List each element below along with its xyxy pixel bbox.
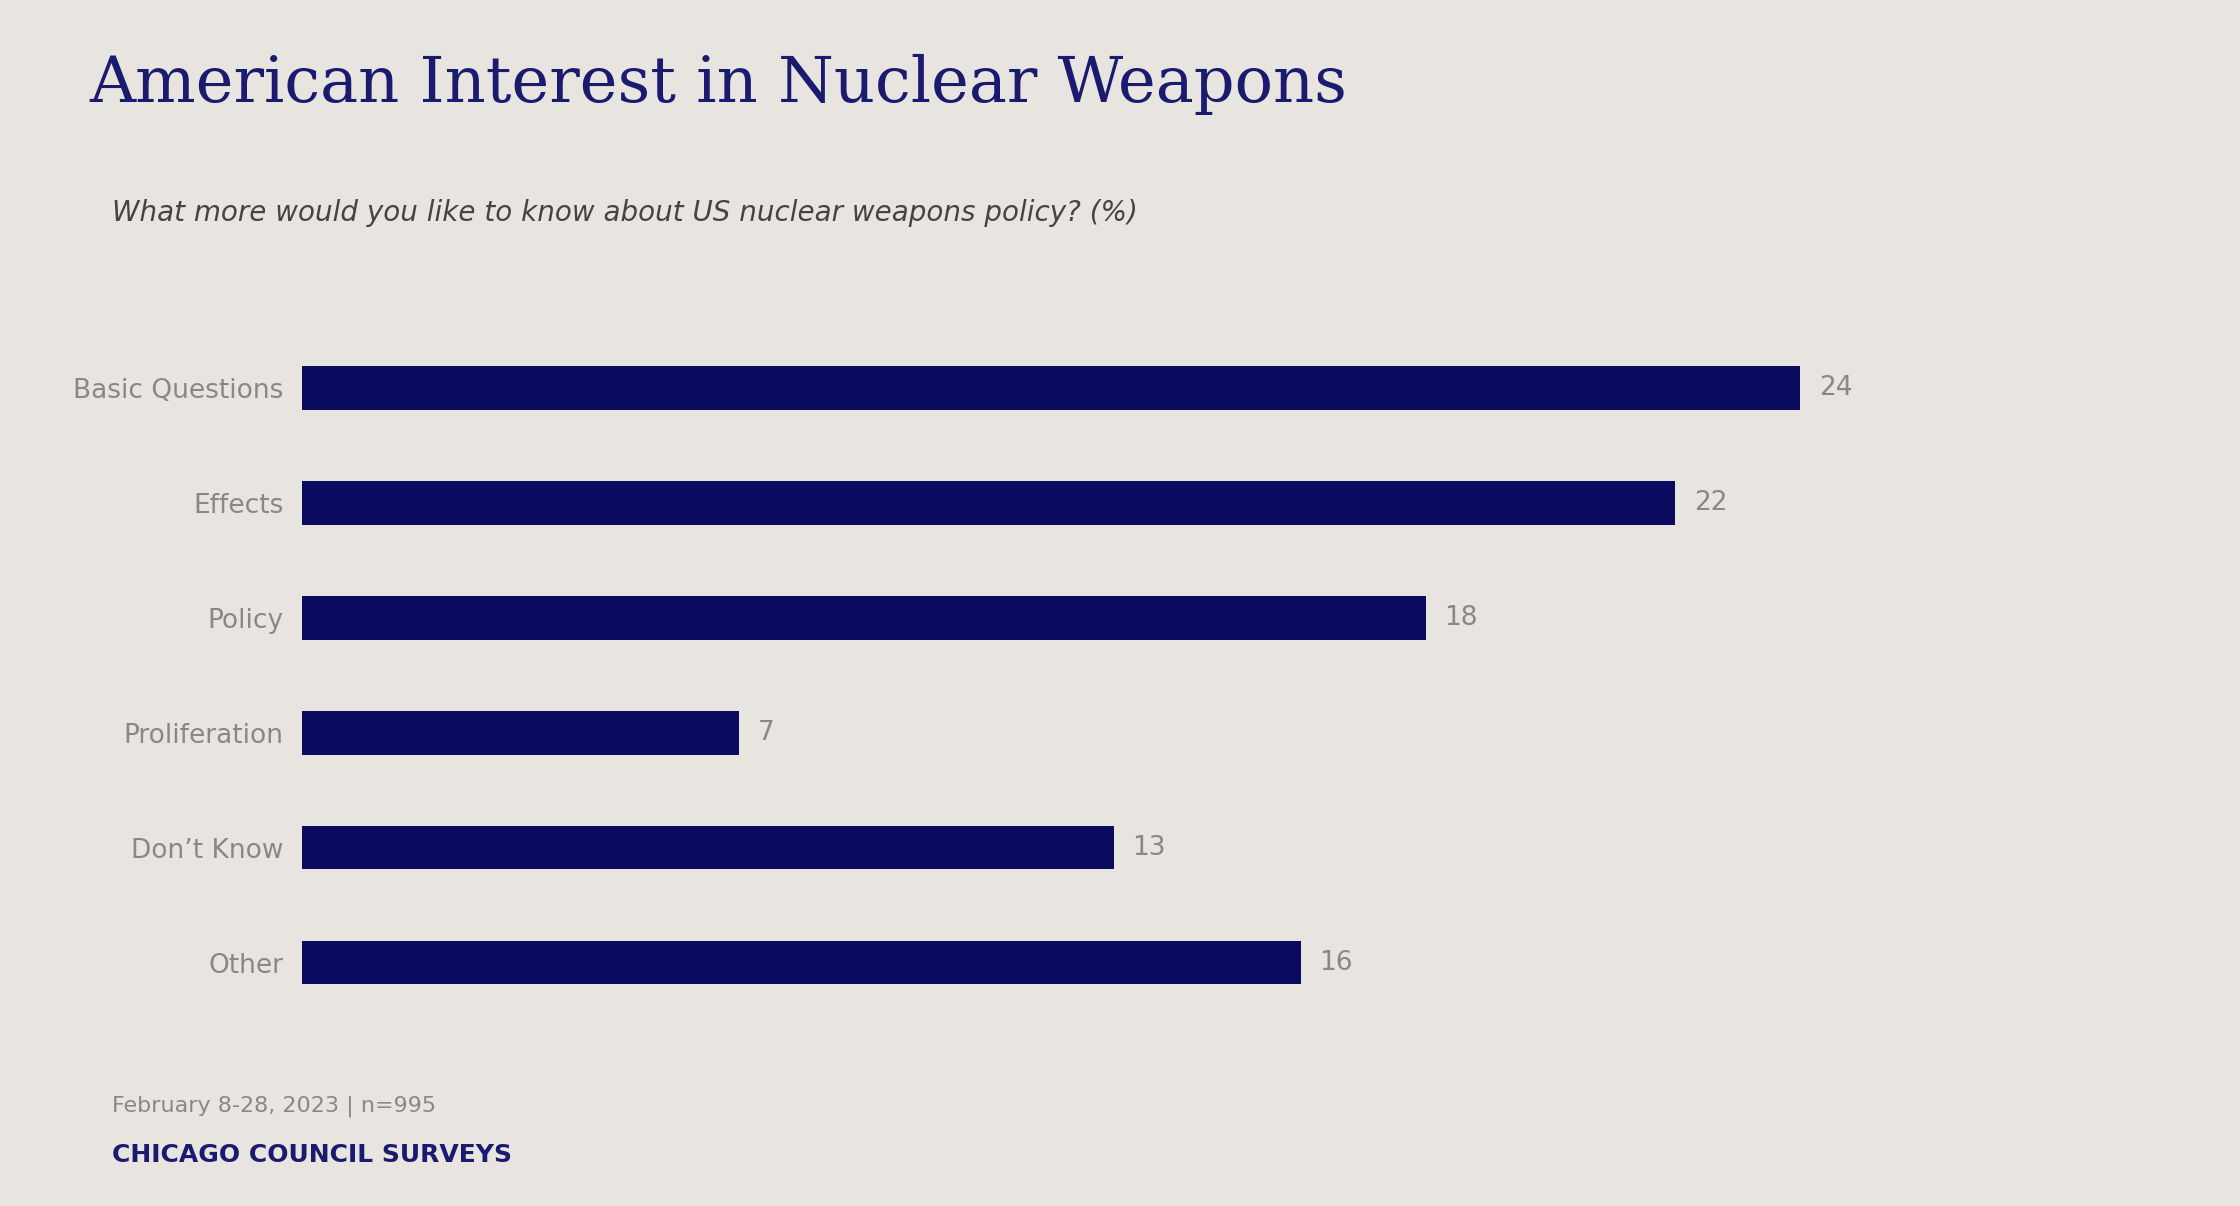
Text: 16: 16	[1319, 949, 1353, 976]
Text: February 8-28, 2023 | n=995: February 8-28, 2023 | n=995	[112, 1095, 437, 1117]
Text: American Interest in Nuclear Weapons: American Interest in Nuclear Weapons	[90, 54, 1348, 116]
Bar	[302, 596, 1425, 639]
Bar	[302, 712, 739, 755]
Bar	[302, 481, 1676, 525]
Text: CHICAGO COUNCIL SURVEYS: CHICAGO COUNCIL SURVEYS	[112, 1143, 513, 1167]
Text: 22: 22	[1693, 490, 1727, 516]
Text: 18: 18	[1445, 605, 1478, 631]
Bar	[302, 367, 1801, 410]
Text: 24: 24	[1819, 375, 1852, 402]
Bar	[302, 826, 1113, 870]
Bar	[302, 941, 1301, 984]
Text: 13: 13	[1131, 835, 1165, 861]
Text: 7: 7	[757, 720, 775, 745]
Text: What more would you like to know about US nuclear weapons policy? (%): What more would you like to know about U…	[112, 199, 1138, 227]
